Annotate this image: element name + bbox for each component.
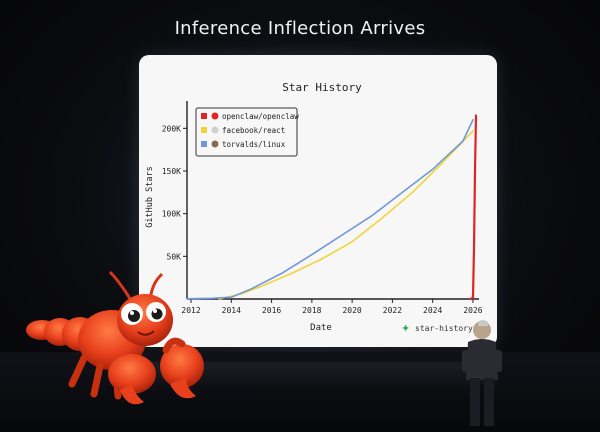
x-tick-label: 2016 (262, 306, 281, 315)
chart-panel: Star History GitHub Stars Date 2012 2014 2… (139, 55, 497, 347)
y-tick-label: 100K (162, 210, 181, 219)
legend-label: torvalds/linux (222, 140, 286, 149)
legend-avatar-icon (211, 126, 219, 134)
chart-title: Star History (282, 81, 362, 94)
watermark-logo-icon: ✦ (401, 322, 410, 335)
series-line-openclaw-openclaw (469, 114, 478, 301)
axes (186, 101, 479, 300)
star-history-chart: Star History GitHub Stars Date 2012 2014 2… (145, 81, 483, 335)
legend-swatch (201, 141, 207, 147)
legend-label: openclaw/openclaw (222, 112, 299, 121)
legend-avatar-icon (211, 112, 219, 120)
y-tick-label: 50K (167, 252, 182, 261)
x-axis-label: Date (310, 323, 332, 333)
legend-avatar-icon (211, 140, 219, 148)
ticks: 2012 2014 2016 2018 2020 2022 2024 2026 50K 100K 1… (162, 124, 483, 315)
lobster-mascot-icon (26, 270, 204, 405)
watermark-text: star-history.c (415, 324, 483, 333)
x-tick-label: 2012 (181, 306, 200, 315)
legend-box (195, 107, 298, 157)
x-tick-label: 2022 (383, 306, 402, 315)
legend-label: facebook/react (222, 126, 285, 135)
x-tick-label: 2026 (463, 306, 482, 315)
series-line-facebook-react (218, 130, 474, 300)
slide-title: Inference Inflection Arrives (174, 18, 426, 39)
y-axis-label: GitHub Stars (145, 166, 155, 227)
x-tick-label: 2024 (423, 306, 442, 315)
legend: openclaw/openclaw facebook/react torvalds/… (195, 107, 299, 157)
watermark: ✦ star-history.c (401, 322, 483, 335)
presenter-figure (462, 320, 502, 426)
y-tick-label: 150K (162, 167, 181, 176)
series-line-torvalds-linux (186, 119, 474, 300)
x-tick-label: 2014 (222, 306, 241, 315)
legend-swatch (201, 113, 207, 119)
legend-swatch (201, 127, 207, 133)
x-tick-label: 2018 (302, 306, 321, 315)
x-tick-label: 2020 (342, 306, 361, 315)
series-lines (186, 114, 478, 301)
y-tick-label: 200K (162, 124, 181, 133)
